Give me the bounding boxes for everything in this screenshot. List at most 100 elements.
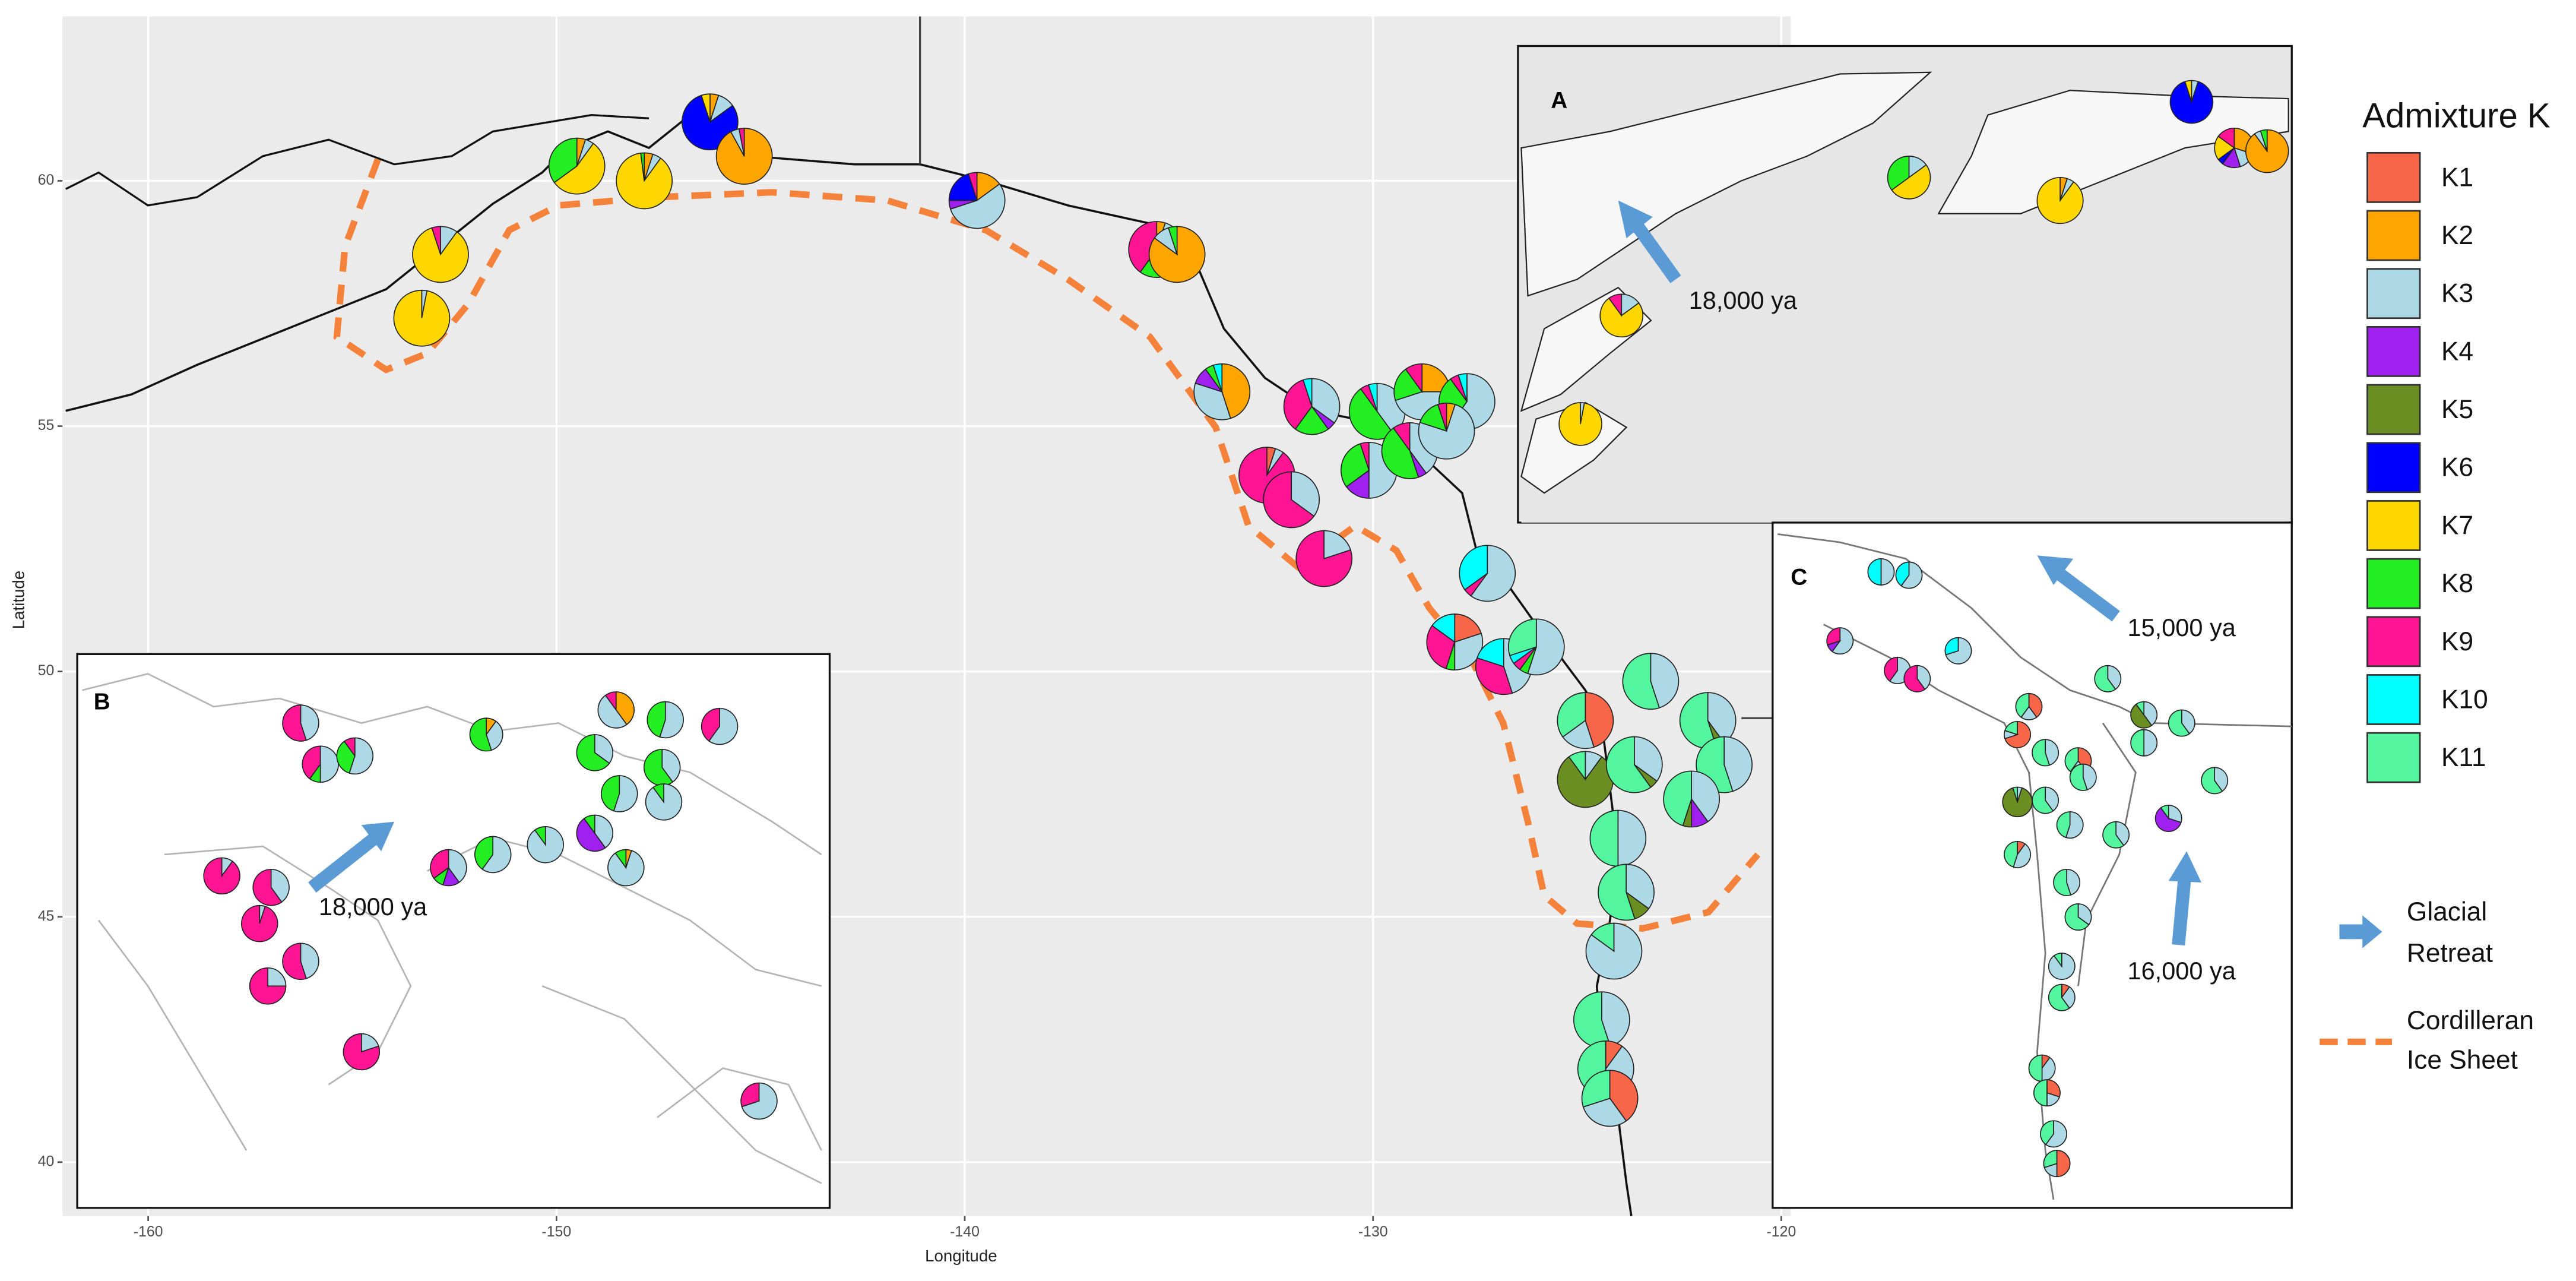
- pie-slice: [1295, 530, 1353, 587]
- pie-slice: [2064, 903, 2090, 931]
- pie-slice: [1437, 402, 1447, 432]
- pie-slice: [740, 1082, 760, 1108]
- pie-slice: [2012, 786, 2018, 802]
- pie: [249, 967, 287, 1005]
- pie-slice: [1221, 363, 1251, 419]
- pie: [430, 849, 467, 887]
- legend-swatch: [2366, 558, 2421, 609]
- pie-slice: [2260, 129, 2268, 151]
- legend-label: K5: [2441, 395, 2473, 424]
- pie: [1283, 378, 1341, 435]
- retreat-arrowhead: [2037, 555, 2074, 586]
- pie-slice: [2056, 811, 2071, 839]
- pie-slice: [553, 143, 606, 195]
- pie-slice: [2032, 739, 2051, 767]
- pie-slice: [2154, 806, 2182, 832]
- pie-slice: [1601, 991, 1630, 1048]
- pie-slice: [2143, 701, 2158, 726]
- pie-slice: [1663, 770, 1692, 827]
- pie-slice: [1558, 402, 1602, 446]
- pie: [2069, 763, 2097, 791]
- x-tick-label: -140: [950, 1223, 980, 1240]
- key-label: Ice Sheet: [2407, 1045, 2518, 1074]
- pie-slice: [2002, 787, 2033, 818]
- pie: [282, 942, 319, 980]
- pie-slice: [1634, 736, 1663, 782]
- pie-slice: [949, 183, 1006, 229]
- pie: [2130, 701, 2158, 729]
- pie: [1826, 627, 1854, 655]
- pie-slice: [302, 745, 321, 780]
- pie-slice: [1291, 471, 1320, 517]
- pie: [2004, 720, 2032, 748]
- pie: [1148, 226, 1206, 283]
- pie: [1944, 637, 1972, 665]
- pie-slice: [2214, 767, 2229, 792]
- y-tick-label: 40: [38, 1153, 55, 1169]
- pie-slice: [1590, 922, 1615, 953]
- pie: [715, 128, 773, 185]
- pie-slice: [2053, 953, 2062, 968]
- pie-slice: [300, 942, 319, 979]
- pie-slice: [2168, 709, 2191, 737]
- pie-slice: [647, 701, 666, 738]
- pie: [241, 904, 278, 942]
- inset-coast: [1520, 71, 2289, 494]
- pie: [1581, 1070, 1639, 1127]
- pie-slice: [486, 720, 503, 751]
- pie: [2168, 709, 2195, 737]
- pie-slice: [2077, 903, 2092, 926]
- pie-slice: [474, 836, 494, 870]
- x-tick-label: -130: [1358, 1223, 1388, 1240]
- pie-slice: [701, 93, 711, 122]
- x-tick-label: -120: [1767, 1223, 1796, 1240]
- pie: [2015, 692, 2043, 720]
- pie-slice: [1723, 736, 1753, 792]
- pie: [2154, 805, 2182, 832]
- pie: [576, 734, 614, 771]
- pie: [282, 704, 319, 742]
- legend-swatch: [2366, 732, 2421, 783]
- pie: [1887, 156, 1931, 200]
- pie-slice: [1609, 1070, 1639, 1122]
- retreat-arrow: [308, 833, 379, 893]
- pie-slice: [2032, 786, 2054, 814]
- pie-slice: [1431, 613, 1456, 643]
- pie-slice: [2045, 786, 2059, 812]
- retreat-arrowhead: [1618, 200, 1653, 239]
- pie-slice: [1302, 378, 1313, 407]
- pie-slice: [2130, 729, 2145, 757]
- pie: [701, 707, 739, 745]
- inset-b: B 18,000 ya: [76, 653, 831, 1209]
- pie: [644, 748, 681, 786]
- pie-slice: [1392, 422, 1411, 453]
- pie-slice: [1294, 406, 1329, 435]
- pie-slice: [2040, 1120, 2054, 1146]
- pie-slice: [2033, 1079, 2048, 1107]
- pie-slice: [343, 1033, 381, 1071]
- pie-slice: [2217, 128, 2235, 149]
- pie-slice: [252, 868, 283, 906]
- pie-slice: [1903, 665, 1926, 692]
- pie-slice: [2061, 986, 2076, 1009]
- pie-slice: [968, 172, 978, 201]
- pie: [1598, 864, 1655, 921]
- pie-slice: [597, 694, 628, 729]
- pie: [2004, 840, 2032, 868]
- legend-swatch: [2366, 210, 2421, 261]
- pie: [1589, 809, 1647, 867]
- inset-frame: [1772, 521, 2293, 1209]
- pie-slice: [738, 128, 745, 157]
- pie: [343, 1033, 381, 1071]
- x-axis-title: Longitude: [925, 1247, 997, 1265]
- pie-slice: [2064, 747, 2079, 773]
- pie-slice: [661, 748, 681, 783]
- pie-slice: [2013, 843, 2032, 868]
- pie-slice: [1341, 443, 1370, 488]
- pie: [203, 857, 240, 895]
- pie: [607, 849, 645, 887]
- y-tick-label: 50: [38, 662, 55, 679]
- pie-slice: [1263, 471, 1315, 529]
